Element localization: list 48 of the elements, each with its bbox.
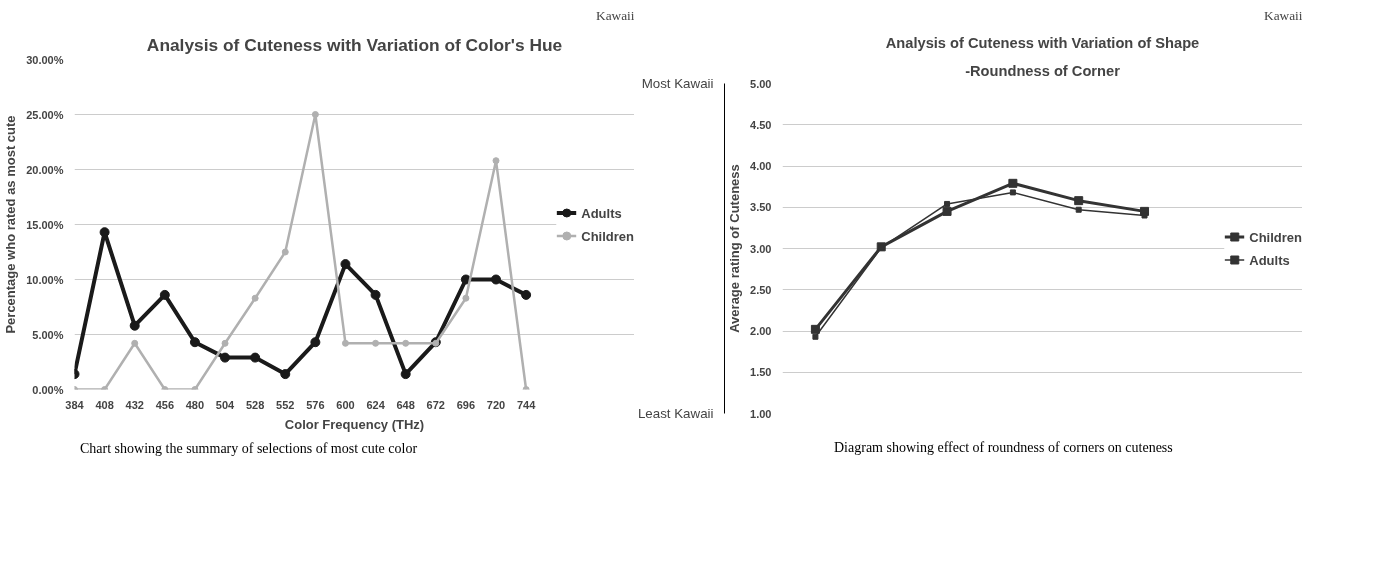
y-tick-label: 20.00% [26, 163, 64, 176]
text: Kawaii [1264, 7, 1303, 23]
y-tick-label: 1.00 [750, 407, 772, 420]
legend-label: Children [581, 228, 634, 243]
x-tick-label: 528 [245, 398, 265, 411]
legend-label: Children [1249, 229, 1302, 244]
text: Kawaii [596, 7, 635, 23]
y-axis-title: Percentage who rated as most cute [3, 115, 19, 334]
x-tick-label: 456 [155, 398, 175, 411]
x-tick-label: 480 [185, 398, 205, 411]
y-tick-label: 2.50 [750, 283, 772, 296]
y-tick-label: 5.00 [750, 77, 772, 90]
y-tick-label: 5.00% [32, 328, 64, 341]
text: Chart showing the summary of selections of most cute color [80, 440, 418, 458]
x-tick-label: 384 [65, 398, 85, 411]
y-tick-label: 25.00% [26, 108, 64, 121]
x-tick-label: 720 [486, 398, 506, 411]
x-axis-title: Color Frequency (THz) [284, 416, 425, 432]
y-tick-label: 15.00% [26, 218, 64, 231]
text: Most Kawaii [641, 76, 714, 91]
text: Diagram showing effect of roundness of corners on cuteness [834, 439, 1173, 457]
x-tick-label: 672 [426, 398, 445, 411]
y-tick-label: 1.50 [750, 366, 772, 379]
chart-title: Analysis of Cuteness with Variation of Color's Hue [146, 34, 563, 55]
x-tick-label: 624 [366, 398, 386, 411]
x-tick-label: 696 [456, 398, 476, 411]
x-tick-label: 576 [306, 398, 325, 411]
x-tick-label: 432 [125, 398, 144, 411]
chart-subtitle: -Roundness of Corner [965, 62, 1121, 79]
chart-title: Analysis of Cuteness with Variation of Shape [885, 34, 1200, 51]
legend-label: Adults [581, 205, 622, 220]
x-tick-label: 744 [516, 398, 537, 411]
y-tick-label: 10.00% [26, 273, 64, 286]
legend-label: Adults [1249, 252, 1290, 267]
text: Least Kawaii [637, 406, 714, 421]
x-tick-label: 648 [396, 398, 415, 411]
y-tick-label: 3.00 [750, 242, 772, 255]
y-tick-label: 2.00 [750, 325, 772, 337]
y-axis-title: Average rating of Cuteness [727, 164, 743, 333]
x-tick-label: 504 [215, 398, 236, 411]
y-tick-label: 3.50 [750, 201, 772, 214]
y-tick-label: 30.00% [26, 53, 64, 66]
y-tick-label: 0.00% [32, 383, 64, 396]
y-tick-label: 4.00 [750, 160, 772, 172]
y-tick-label: 4.50 [750, 118, 772, 131]
x-tick-label: 408 [95, 398, 114, 411]
x-tick-label: 552 [276, 398, 295, 411]
x-tick-label: 600 [336, 398, 355, 411]
